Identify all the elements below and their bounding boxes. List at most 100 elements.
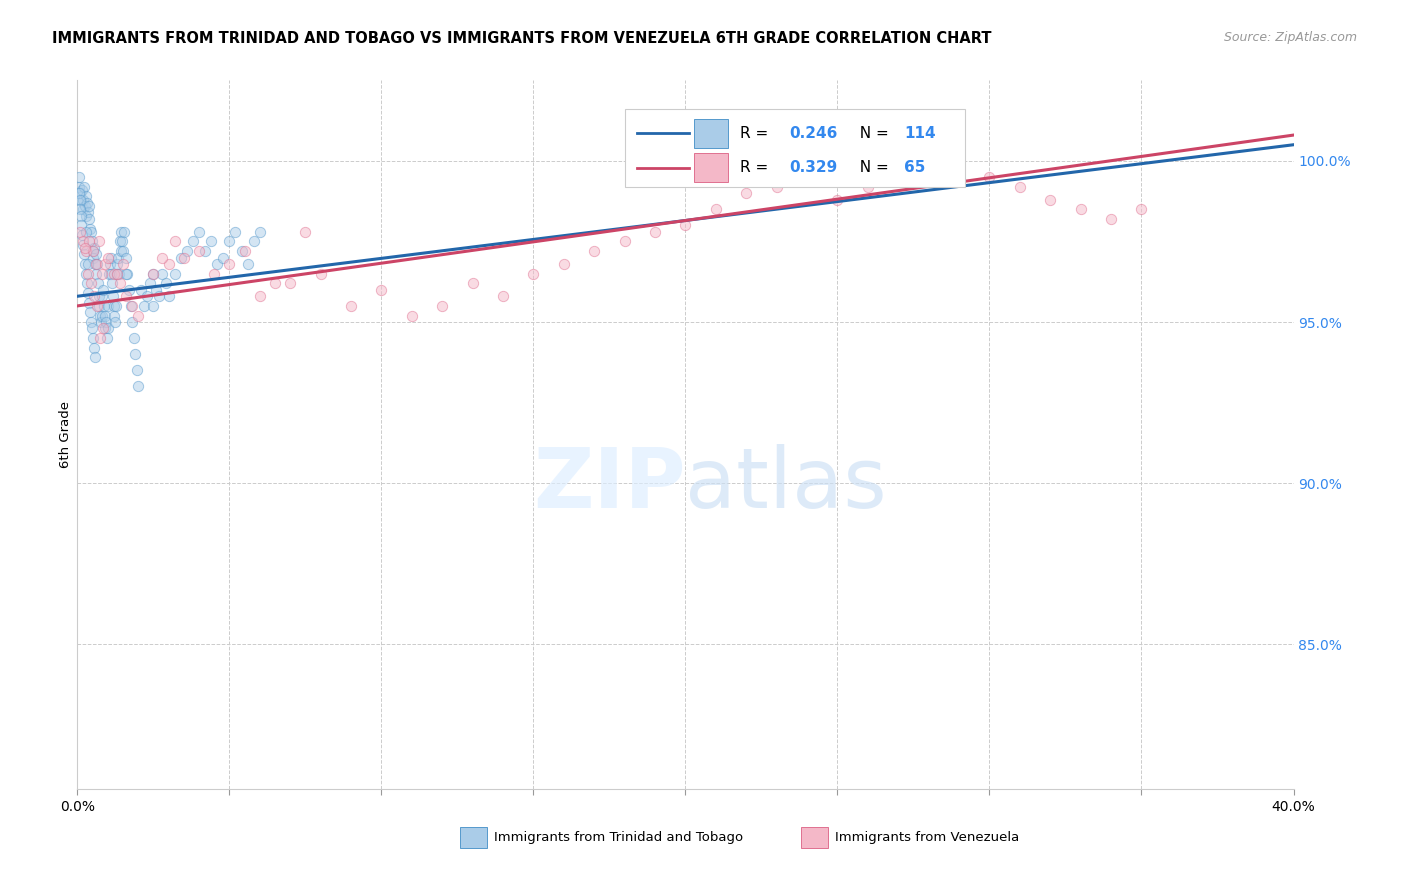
Point — [1070, 202, 1092, 217]
Point — [121, 299, 143, 313]
Point — [98, 257, 121, 271]
Point — [70, 227, 93, 242]
Point — [104, 315, 127, 329]
Point — [163, 267, 186, 281]
Text: Immigrants from Venezuela: Immigrants from Venezuela — [835, 831, 1019, 844]
Point — [82, 244, 104, 259]
Point — [73, 199, 96, 213]
Point — [91, 309, 114, 323]
Point — [73, 247, 96, 261]
Point — [87, 235, 110, 249]
Point — [82, 251, 104, 265]
Point — [114, 225, 136, 239]
Point — [122, 331, 145, 345]
Point — [224, 225, 246, 239]
Point — [163, 235, 186, 249]
FancyBboxPatch shape — [624, 109, 965, 186]
Point — [152, 251, 174, 265]
Point — [72, 237, 94, 252]
Point — [69, 202, 91, 217]
Point — [91, 283, 114, 297]
Text: Immigrants from Trinidad and Tobago: Immigrants from Trinidad and Tobago — [495, 831, 744, 844]
Point — [157, 289, 180, 303]
Point — [124, 347, 146, 361]
Point — [80, 235, 103, 249]
Point — [76, 285, 98, 300]
Point — [103, 289, 125, 303]
Point — [108, 267, 131, 281]
Point — [67, 179, 90, 194]
Point — [83, 241, 105, 255]
Point — [83, 341, 105, 355]
Point — [127, 309, 149, 323]
Point — [82, 331, 104, 345]
Point — [152, 267, 174, 281]
Point — [75, 225, 97, 239]
Point — [75, 209, 97, 223]
Point — [83, 289, 105, 303]
Point — [735, 186, 758, 200]
Point — [105, 267, 128, 281]
Point — [111, 244, 134, 259]
Point — [145, 283, 167, 297]
Point — [72, 202, 94, 217]
Point — [70, 193, 93, 207]
Point — [91, 321, 114, 335]
Point — [765, 179, 787, 194]
Point — [108, 235, 131, 249]
Point — [80, 277, 103, 291]
Point — [101, 277, 124, 291]
Point — [77, 199, 100, 213]
Point — [76, 195, 98, 210]
Text: 0.329: 0.329 — [789, 160, 837, 175]
Point — [796, 169, 818, 184]
Point — [73, 241, 96, 255]
Point — [87, 277, 110, 291]
Point — [111, 235, 134, 249]
Point — [93, 309, 115, 323]
FancyBboxPatch shape — [695, 153, 728, 182]
Point — [80, 321, 103, 335]
FancyBboxPatch shape — [695, 119, 728, 148]
Point — [142, 267, 165, 281]
Point — [67, 186, 90, 200]
FancyBboxPatch shape — [801, 827, 828, 848]
Point — [97, 299, 120, 313]
Point — [148, 289, 170, 303]
Point — [120, 299, 142, 313]
Point — [75, 244, 97, 259]
Point — [278, 277, 301, 291]
Point — [236, 257, 259, 271]
Point — [117, 267, 139, 281]
Point — [86, 257, 108, 271]
Point — [89, 299, 111, 313]
Point — [90, 267, 112, 281]
Point — [200, 235, 222, 249]
Point — [79, 221, 101, 235]
Point — [129, 283, 152, 297]
Point — [76, 277, 98, 291]
Y-axis label: 6th Grade: 6th Grade — [59, 401, 72, 468]
Point — [125, 363, 148, 377]
Point — [202, 267, 225, 281]
Point — [83, 351, 105, 365]
Point — [70, 219, 93, 233]
Point — [188, 244, 211, 259]
Point — [136, 289, 159, 303]
Point — [90, 289, 112, 303]
Point — [249, 225, 271, 239]
Point — [79, 211, 101, 226]
Point — [309, 267, 332, 281]
Point — [370, 283, 392, 297]
Text: IMMIGRANTS FROM TRINIDAD AND TOBAGO VS IMMIGRANTS FROM VENEZUELA 6TH GRADE CORRE: IMMIGRANTS FROM TRINIDAD AND TOBAGO VS I… — [52, 31, 991, 46]
Point — [110, 244, 132, 259]
Point — [704, 202, 727, 217]
Point — [96, 331, 118, 345]
Point — [80, 225, 103, 239]
Point — [583, 244, 606, 259]
Point — [93, 299, 115, 313]
Point — [97, 251, 120, 265]
Point — [84, 257, 107, 271]
Text: R =: R = — [740, 160, 773, 175]
Point — [218, 257, 240, 271]
